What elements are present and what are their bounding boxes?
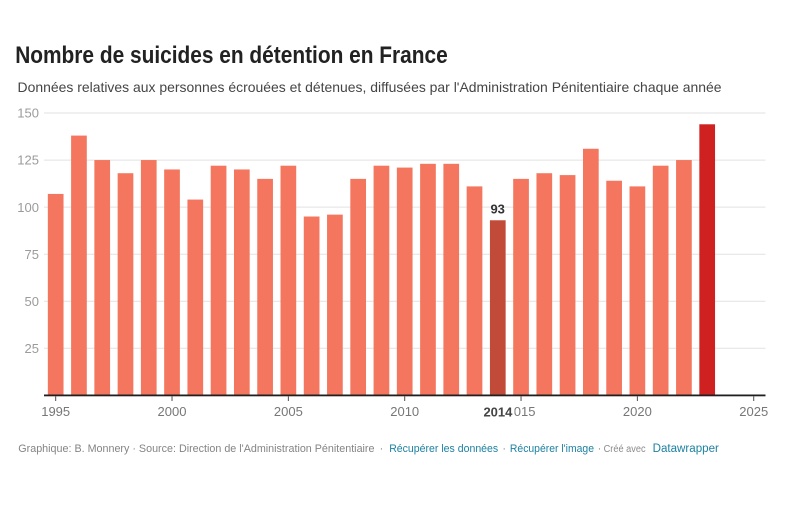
svg-text:Créé avec: Créé avec	[604, 444, 646, 455]
svg-text:Nombre de suicides en détentio: Nombre de suicides en détention en Franc…	[15, 42, 448, 69]
svg-text:100: 100	[17, 200, 39, 215]
svg-text:2010: 2010	[390, 404, 419, 419]
svg-text:2014: 2014	[483, 405, 513, 420]
svg-text:Récupérer les données: Récupérer les données	[389, 443, 498, 455]
svg-text:93: 93	[490, 201, 504, 216]
svg-text:·: ·	[380, 443, 384, 455]
svg-text:50: 50	[25, 294, 39, 309]
svg-text:2025: 2025	[739, 404, 768, 419]
svg-text:·: ·	[502, 443, 506, 455]
svg-text:1995: 1995	[41, 404, 70, 419]
svg-text:Données relatives aux personne: Données relatives aux personnes écrouées…	[18, 79, 722, 95]
svg-text:150: 150	[17, 106, 39, 121]
svg-text:2020: 2020	[623, 404, 652, 419]
svg-text:125: 125	[17, 153, 39, 168]
svg-text:Récupérer l'image: Récupérer l'image	[510, 443, 594, 455]
svg-text:2005: 2005	[274, 404, 303, 419]
svg-text:·: ·	[598, 443, 602, 455]
svg-text:25: 25	[25, 341, 39, 356]
svg-text:Datawrapper: Datawrapper	[653, 443, 719, 455]
svg-text:75: 75	[25, 247, 39, 262]
svg-text:2000: 2000	[158, 404, 187, 419]
svg-text:Graphique: B. Monnery · Source: Graphique: B. Monnery · Source: Directio…	[18, 443, 374, 455]
